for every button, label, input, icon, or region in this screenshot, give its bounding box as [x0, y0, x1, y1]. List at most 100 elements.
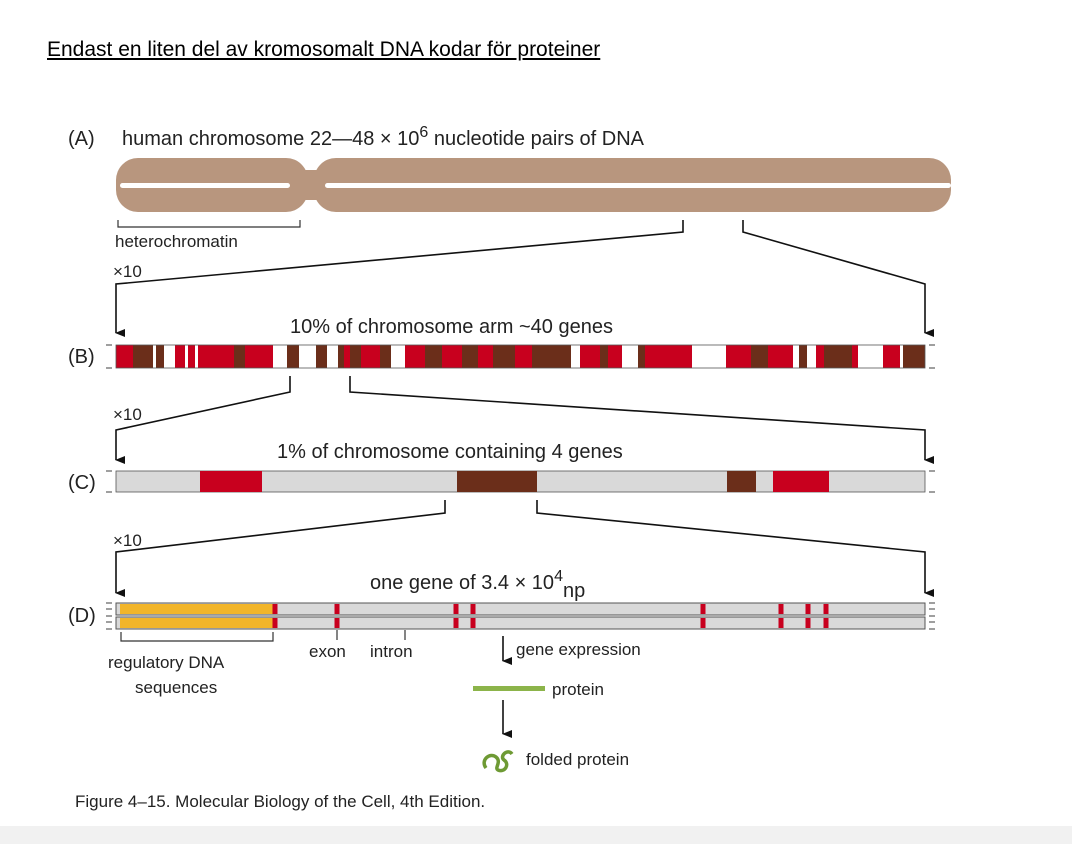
exon-mark: [334, 618, 340, 628]
gene-band: [200, 471, 262, 492]
exon-mark: [700, 604, 706, 614]
exon-mark: [334, 604, 340, 614]
chromosome-segment-bar: [115, 470, 926, 493]
band: [391, 345, 405, 368]
band: [580, 345, 600, 368]
band: [852, 345, 858, 368]
band: [442, 345, 462, 368]
folded-protein-label: folded protein: [526, 750, 629, 769]
page-title: Endast en liten del av kromosomalt DNA k…: [47, 38, 601, 61]
band: [185, 345, 188, 368]
gene-band: [457, 471, 537, 492]
regulatory-label-2: sequences: [135, 678, 217, 697]
band: [245, 345, 273, 368]
exon-mark: [778, 604, 784, 614]
band: [156, 345, 164, 368]
band: [344, 345, 350, 368]
band: [858, 345, 883, 368]
band: [645, 345, 692, 368]
exon-mark: [453, 604, 459, 614]
exon-mark: [805, 604, 811, 614]
regulatory-bracket: [120, 632, 274, 642]
chromosome-22: [116, 158, 951, 212]
band: [405, 345, 425, 368]
band: [175, 345, 185, 368]
band: [824, 345, 852, 368]
panel-c-letter: (C): [68, 472, 96, 494]
panel-b-letter: (B): [68, 346, 95, 368]
panel-b-label: 10% of chromosome arm ~40 genes: [290, 316, 613, 338]
gene-band: [727, 471, 756, 492]
panel-a-letter: (A): [68, 128, 95, 150]
band: [816, 345, 824, 368]
exon-mark: [453, 618, 459, 628]
band: [692, 345, 726, 368]
band: [751, 345, 768, 368]
band: [425, 345, 442, 368]
band: [153, 345, 156, 368]
band: [768, 345, 793, 368]
band: [234, 345, 245, 368]
zoom-line-left-b: [115, 376, 291, 464]
panel-c-label: 1% of chromosome containing 4 genes: [277, 441, 623, 463]
intron-label: intron: [370, 642, 413, 661]
band: [608, 345, 622, 368]
regulatory-label-1: regulatory DNA: [108, 653, 225, 672]
zoom-a-label: ×10: [113, 262, 142, 281]
band: [638, 345, 645, 368]
band: [532, 345, 571, 368]
zoom-line-right-c: [536, 500, 934, 597]
band: [116, 345, 133, 368]
band: [793, 345, 799, 368]
exon-mark: [470, 618, 476, 628]
exon-mark: [272, 618, 278, 628]
band: [195, 345, 198, 368]
exon-mark: [778, 618, 784, 628]
panel-d-letter: (D): [68, 605, 96, 627]
band: [900, 345, 903, 368]
band: [361, 345, 380, 368]
band: [903, 345, 925, 368]
exon-label: exon: [309, 642, 346, 661]
band: [188, 345, 195, 368]
exon-mark: [805, 618, 811, 628]
band: [350, 345, 361, 368]
exon-mark: [823, 618, 829, 628]
band: [327, 345, 338, 368]
protein-icon: [473, 686, 545, 691]
band: [600, 345, 608, 368]
band: [478, 345, 493, 368]
band: [462, 345, 478, 368]
band: [273, 345, 287, 368]
gene-band: [773, 471, 829, 492]
zoom-line-left-c: [115, 500, 446, 597]
band: [622, 345, 638, 368]
exon-mark: [470, 604, 476, 614]
band: [493, 345, 515, 368]
band: [287, 345, 299, 368]
panel-d-label: one gene of 3.4 × 104np: [370, 568, 585, 602]
exon-mark: [272, 604, 278, 614]
zoom-line-left-a: [115, 220, 684, 337]
band: [515, 345, 532, 368]
gene-dna-strands: [115, 602, 926, 630]
regulatory-region: [120, 604, 274, 614]
zoom-c-label: ×10: [113, 531, 142, 550]
panel-a-label: human chromosome 22—48 × 106 nucleotide …: [122, 124, 645, 150]
band: [299, 345, 316, 368]
chromosome-arm-bar: [115, 344, 926, 369]
heterochromatin-bracket: [117, 220, 301, 228]
band: [571, 345, 580, 368]
band: [807, 345, 816, 368]
band: [883, 345, 900, 368]
band: [164, 345, 175, 368]
zoom-line-right-a: [742, 220, 934, 337]
bottom-band: [0, 826, 1072, 844]
band: [133, 345, 153, 368]
zoom-b-label: ×10: [113, 405, 142, 424]
band: [316, 345, 327, 368]
regulatory-region: [120, 618, 274, 628]
protein-label: protein: [552, 680, 604, 699]
folded-protein-icon: [482, 750, 514, 773]
